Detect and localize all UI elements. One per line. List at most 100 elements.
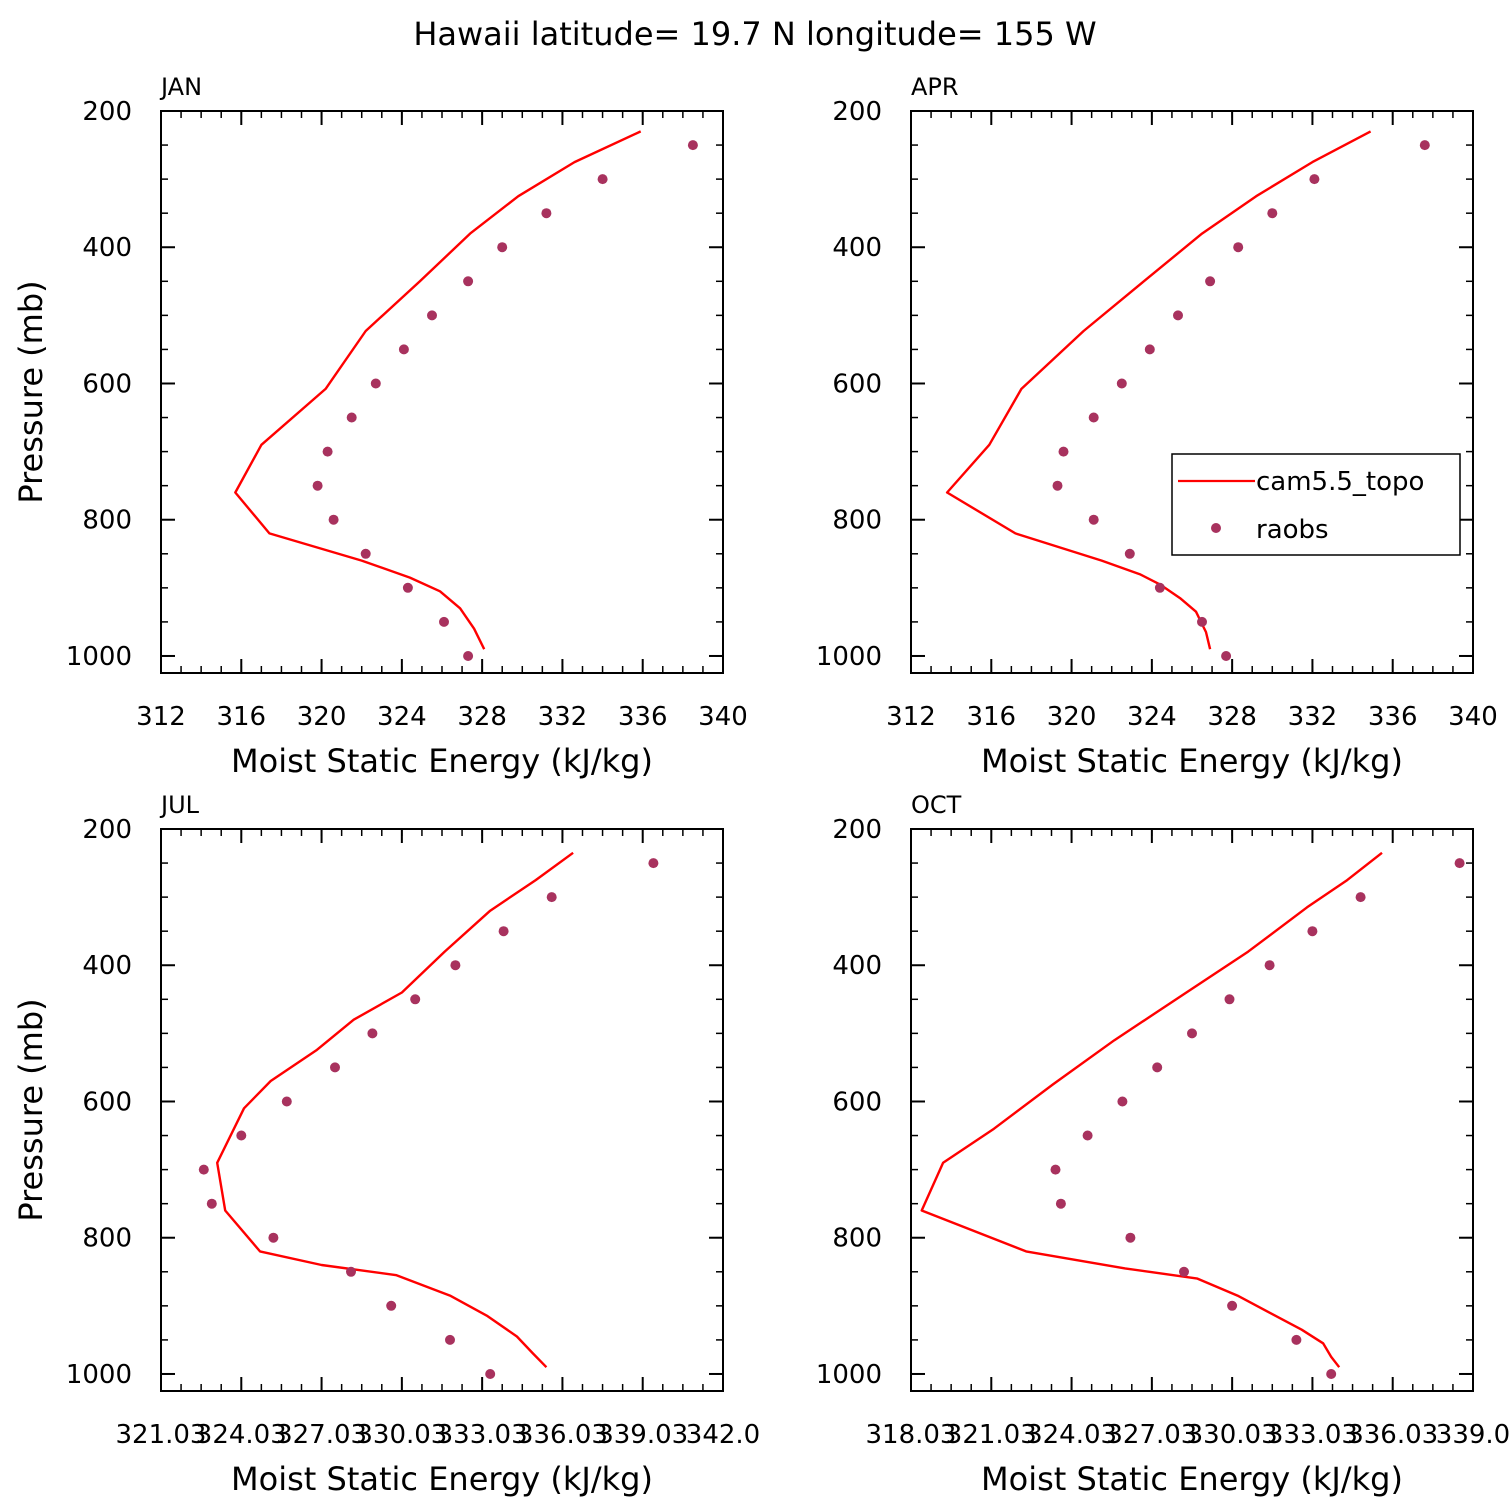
- obs-point: [1326, 1369, 1337, 1379]
- y-tick-label: 600: [832, 1087, 882, 1117]
- legend-obs-label: raobs: [1256, 515, 1329, 545]
- panel-apr: APR 312 316 320 324 328 332 336 340 200 400 600 800 1…: [816, 73, 1498, 780]
- x-tick-label: 321.03: [946, 1420, 1037, 1450]
- obs-point: [1050, 1164, 1061, 1175]
- y-tick-label: 1000: [816, 642, 882, 672]
- x-tick-label: 342.0: [686, 1420, 760, 1450]
- obs-point: [1082, 1130, 1093, 1141]
- obs-point: [1224, 994, 1235, 1005]
- obs-point: [463, 276, 474, 287]
- obs-point: [1227, 1300, 1238, 1311]
- obs-point: [367, 1028, 378, 1039]
- obs-point: [1152, 1062, 1163, 1073]
- obs-point: [1205, 276, 1216, 287]
- obs-point: [1221, 651, 1232, 661]
- x-tick-label: 328: [1207, 702, 1257, 732]
- obs-point: [1233, 242, 1244, 253]
- x-tick-label: 336.03: [1347, 1420, 1438, 1450]
- obs-point: [1173, 310, 1183, 321]
- obs-point: [1187, 1028, 1197, 1039]
- obs-point: [1291, 1334, 1302, 1345]
- obs-point: [1264, 960, 1275, 971]
- series-line-model: [215, 851, 574, 1369]
- series-line-model: [945, 130, 1372, 650]
- obs-point: [1307, 926, 1318, 937]
- obs-point: [427, 310, 437, 321]
- x-tick-label: 327.03: [1106, 1420, 1197, 1450]
- obs-point: [1267, 208, 1278, 219]
- obs-point: [370, 378, 381, 389]
- obs-point: [1144, 344, 1155, 355]
- obs-point: [1052, 480, 1063, 491]
- plot-frame: [910, 110, 1474, 674]
- x-tick-label: 324: [1127, 702, 1177, 732]
- plot-frame: [160, 110, 724, 674]
- obs-point: [687, 140, 698, 151]
- x-tick-label: 333.03: [1267, 1420, 1358, 1450]
- obs-point: [1309, 174, 1320, 185]
- obs-point: [1125, 1232, 1136, 1243]
- x-tick-label: 312: [886, 702, 936, 732]
- panel-oct: OCT318.03321.03324.03327.03330.03333.033…: [816, 791, 1510, 1498]
- obs-point: [328, 514, 339, 525]
- x-tick-label: 336: [1368, 702, 1418, 732]
- y-tick-label: 1000: [66, 642, 132, 672]
- panel-jul: JUL321.03324.03327.03330.03333.03336.033…: [12, 791, 760, 1498]
- y-tick-label: 600: [832, 369, 882, 399]
- x-tick-label: 332: [1288, 702, 1338, 732]
- x-tick-label: 330.03: [1187, 1420, 1278, 1450]
- obs-point: [648, 858, 659, 869]
- panel-jan: JAN 312 316 320 324 328 332 336 340 200 400 600 800 1…: [12, 73, 748, 780]
- obs-point: [1179, 1266, 1189, 1277]
- obs-point: [445, 1334, 455, 1345]
- panel-label: JAN: [159, 73, 202, 101]
- x-axis-label: Moist Static Energy (kJ/kg): [231, 742, 653, 780]
- figure-title: Hawaii latitude= 19.7 N longitude= 155 W: [413, 15, 1096, 53]
- x-tick-label: 312: [136, 702, 186, 732]
- obs-point: [360, 548, 371, 559]
- x-tick-label: 318.03: [866, 1420, 957, 1450]
- x-axis-label: Moist Static Energy (kJ/kg): [231, 1460, 653, 1498]
- obs-point: [1154, 582, 1165, 593]
- obs-point: [398, 344, 409, 355]
- y-tick-label: 600: [82, 1087, 132, 1117]
- obs-point: [206, 1198, 217, 1209]
- obs-point: [450, 960, 461, 971]
- x-tick-label: 340: [1448, 702, 1498, 732]
- x-tick-label: 328: [457, 702, 507, 732]
- obs-point: [1454, 858, 1465, 869]
- obs-point: [198, 1164, 209, 1175]
- y-tick-label: 400: [82, 951, 132, 981]
- y-tick-label: 200: [832, 97, 882, 127]
- obs-point: [402, 582, 413, 593]
- obs-point: [1355, 892, 1366, 903]
- obs-point: [497, 242, 508, 253]
- x-tick-label: 324: [377, 702, 427, 732]
- x-tick-label: 327.03: [276, 1420, 367, 1450]
- obs-point: [346, 412, 357, 423]
- obs-point: [485, 1369, 496, 1379]
- y-tick-label: 400: [832, 951, 882, 981]
- obs-point: [1117, 1096, 1128, 1107]
- obs-point: [463, 651, 474, 661]
- obs-point: [1419, 140, 1430, 151]
- y-axis-label: Pressure (mb): [12, 280, 50, 503]
- obs-point: [281, 1096, 292, 1107]
- obs-point: [1197, 616, 1207, 627]
- obs-point: [1124, 548, 1135, 559]
- x-tick-label: 316: [966, 702, 1016, 732]
- x-tick-label: 339.0: [1436, 1420, 1510, 1450]
- obs-point: [546, 892, 557, 903]
- x-tick-label: 320: [297, 702, 347, 732]
- y-tick-label: 400: [82, 233, 132, 263]
- y-tick-label: 200: [82, 97, 132, 127]
- y-tick-label: 800: [82, 506, 132, 536]
- x-tick-label: 333.03: [437, 1420, 528, 1450]
- x-tick-label: 320: [1047, 702, 1097, 732]
- obs-point: [268, 1232, 279, 1243]
- x-tick-label: 316: [216, 702, 266, 732]
- y-tick-label: 600: [82, 369, 132, 399]
- panel-label: OCT: [911, 791, 962, 819]
- obs-point: [322, 446, 333, 457]
